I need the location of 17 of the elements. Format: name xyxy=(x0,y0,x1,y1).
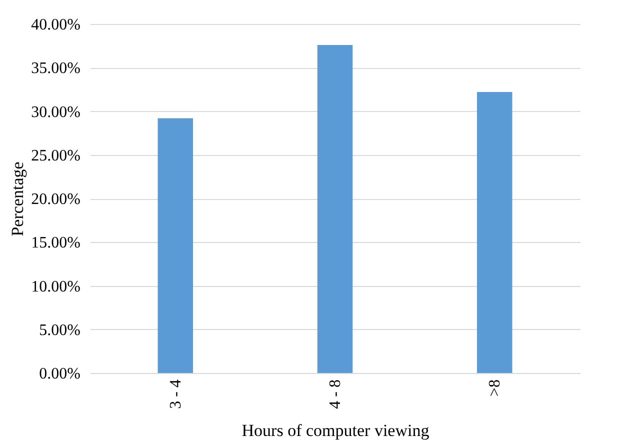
y-tick-label: 5.00% xyxy=(39,322,80,339)
y-tick-label: 40.00% xyxy=(31,16,80,34)
x-tick-label: 3 - 4 xyxy=(167,380,184,409)
y-tick-label: 15.00% xyxy=(31,234,80,252)
y-tick-label: 0.00% xyxy=(39,366,80,382)
y-tick-label: 35.00% xyxy=(31,60,80,78)
bar xyxy=(317,44,353,373)
bar xyxy=(158,118,194,373)
x-axis-title: Hours of computer viewing xyxy=(242,420,430,440)
y-tick-label: 30.00% xyxy=(31,104,80,121)
y-tick-label: 20.00% xyxy=(31,191,80,208)
y-axis-title: Percentage xyxy=(8,162,28,236)
x-tick-label: 4 - 8 xyxy=(327,380,344,409)
x-tick-label: >8 xyxy=(486,380,504,397)
y-tick-label: 25.00% xyxy=(31,147,80,164)
bar xyxy=(476,92,512,373)
y-tick-label: 10.00% xyxy=(31,278,80,296)
